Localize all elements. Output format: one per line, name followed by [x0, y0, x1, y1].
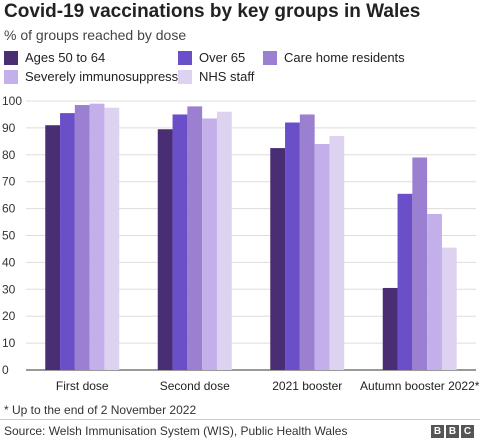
legend-item-nhs-staff: NHS staff — [178, 69, 254, 84]
x-tick-label: Second dose — [160, 379, 230, 393]
y-tick-label: 100 — [2, 94, 22, 108]
legend-swatch — [4, 50, 18, 65]
x-tick-label: 2021 booster — [272, 379, 342, 393]
y-tick-label: 0 — [2, 363, 9, 377]
bar-chart: 0 10 20 30 40 50 60 70 80 90 100 First dose Second d… — [2, 94, 480, 393]
legend-item-over-65: Over 65 — [178, 50, 245, 65]
legend-label: Care home residents — [284, 50, 405, 65]
y-tick-label: 30 — [2, 282, 16, 296]
bar — [427, 213, 442, 370]
legend-label: NHS staff — [199, 69, 255, 84]
bar — [299, 114, 315, 370]
legend-label: Over 65 — [199, 50, 246, 65]
bar — [329, 135, 345, 370]
bbc-logo-letter: B — [431, 425, 444, 438]
source-text: Source: Welsh Immunisation System (WIS),… — [4, 424, 348, 438]
legend-label: Ages 50 to 64 — [25, 50, 106, 65]
legend-label: Severely immunosuppressed — [25, 69, 193, 84]
bar — [104, 107, 120, 370]
bar — [397, 193, 413, 370]
bbc-logo-letter: B — [446, 425, 459, 438]
legend-item-care-home-residents: Care home residents — [263, 50, 405, 65]
x-tick-label: First dose — [56, 379, 109, 393]
bar — [172, 114, 188, 370]
bar — [314, 144, 330, 370]
bar — [202, 118, 217, 370]
y-tick-label: 40 — [2, 255, 16, 269]
legend-swatch — [4, 69, 18, 84]
y-tick-label: 20 — [2, 309, 16, 323]
y-tick-label: 90 — [2, 121, 16, 135]
bar — [45, 125, 61, 371]
bar — [60, 113, 75, 370]
bar — [285, 122, 300, 371]
bar — [74, 105, 90, 370]
chart-subtitle: % of groups reached by dose — [4, 27, 187, 43]
legend-swatch — [178, 69, 192, 84]
bar — [157, 129, 173, 370]
y-tick-label: 80 — [2, 148, 16, 162]
bar — [187, 106, 203, 370]
footnote: * Up to the end of 2 November 2022 — [4, 403, 197, 417]
legend-item-severely-immunosuppressed: Severely immunosuppressed — [4, 69, 193, 84]
bar — [382, 287, 398, 370]
bar — [412, 157, 428, 370]
chart-title: Covid-19 vaccinations by key groups in W… — [4, 1, 421, 22]
y-tick-label: 50 — [2, 229, 16, 243]
y-tick-label: 70 — [2, 175, 16, 189]
y-tick-label: 10 — [2, 336, 16, 350]
bar — [270, 148, 286, 370]
legend-swatch — [263, 50, 277, 65]
legend-item-ages-50-64: Ages 50 to 64 — [4, 50, 105, 65]
bbc-logo-letter: C — [461, 425, 474, 438]
y-tick-label: 60 — [2, 202, 16, 216]
x-tick-label: Autumn booster 2022* — [360, 379, 480, 393]
divider — [0, 419, 480, 420]
bar — [216, 111, 232, 370]
legend-swatch — [178, 50, 192, 65]
bar — [89, 103, 105, 370]
bar — [441, 247, 457, 370]
bbc-logo: B B C — [431, 425, 474, 438]
